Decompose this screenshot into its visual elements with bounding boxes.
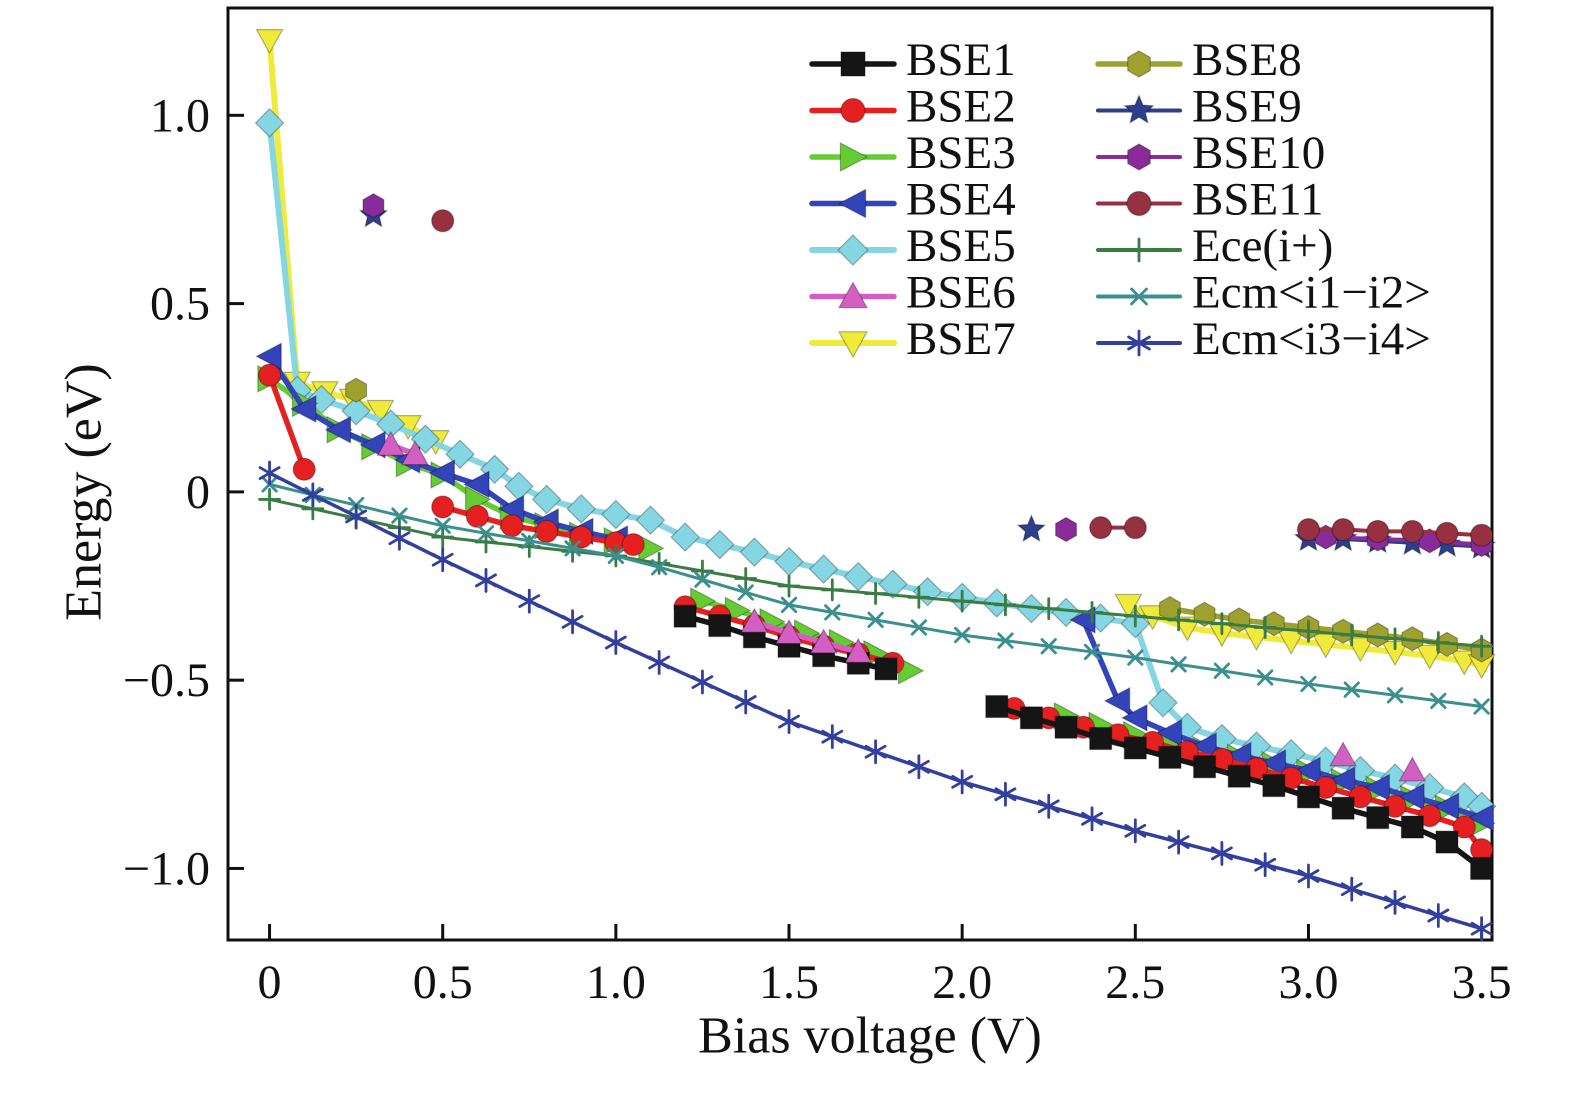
legend-item-BSE3: BSE3	[809, 127, 1016, 179]
legend-label: BSE9	[1192, 80, 1302, 132]
axes: 0 0.5 1.0 1.5 2.0 2.5 3.0 3.5 −1.0 −0.5 0 0.5 1.0	[123, 6, 1512, 1009]
series-Ece(i+)	[258, 488, 1494, 658]
legend-label: BSE8	[1192, 34, 1302, 86]
y-tick-label: 1.0	[150, 89, 210, 142]
legend: BSE1BSE2BSE3BSE4BSE5BSE6BSE7BSE8BSE9BSE1…	[809, 34, 1431, 365]
series-layer	[254, 29, 1497, 942]
series-BSE11	[431, 209, 1494, 547]
x-tick-label: 0.5	[413, 956, 473, 1009]
legend-item-BSE10: BSE10	[1096, 127, 1325, 179]
y-axis-title: Energy (eV)	[55, 363, 113, 621]
legend-item-Ecm<i1−i2>: Ecm<i1−i2>	[1096, 266, 1431, 318]
legend-label: BSE5	[906, 220, 1016, 272]
legend-item-BSE11: BSE11	[1096, 173, 1323, 225]
y-tick-label: 0	[186, 466, 210, 519]
legend-item-BSE2: BSE2	[809, 80, 1016, 132]
x-tick-label: 2.5	[1105, 956, 1165, 1009]
legend-label: BSE1	[906, 34, 1016, 86]
x-tick-label: 3.0	[1278, 956, 1338, 1009]
series-Ecm<i3−i4>	[258, 460, 1493, 942]
y-tick-label: −0.5	[123, 654, 210, 707]
series-BSE6	[376, 430, 1427, 782]
legend-label: Ecm<i3−i4>	[1192, 313, 1431, 365]
legend-label: BSE4	[906, 173, 1016, 225]
legend-item-BSE9: BSE9	[1096, 80, 1302, 132]
legend-item-BSE5: BSE5	[809, 220, 1016, 272]
y-tick-label: −1.0	[123, 842, 210, 895]
legend-item-Ece(i+): Ece(i+)	[1096, 220, 1333, 272]
legend-item-BSE4: BSE4	[809, 173, 1016, 225]
x-tick-label: 2.0	[932, 956, 992, 1009]
x-tick-label: 1.5	[759, 956, 819, 1009]
legend-item-BSE6: BSE6	[809, 266, 1016, 318]
legend-item-BSE8: BSE8	[1095, 34, 1302, 86]
legend-item-Ecm<i3−i4>: Ecm<i3−i4>	[1096, 313, 1431, 365]
legend-label: Ece(i+)	[1192, 220, 1333, 272]
x-tick-label: 1.0	[586, 956, 646, 1009]
legend-item-BSE7: BSE7	[809, 313, 1016, 365]
legend-label: BSE7	[906, 313, 1016, 365]
y-tick-label: 0.5	[150, 278, 210, 331]
legend-label: Ecm<i1−i2>	[1192, 266, 1431, 318]
x-tick-label: 0	[258, 956, 282, 1009]
x-axis-title: Bias voltage (V)	[698, 1007, 1042, 1065]
legend-label: BSE6	[906, 266, 1016, 318]
x-tick-label: 3.5	[1452, 956, 1512, 1009]
legend-label: BSE2	[906, 80, 1016, 132]
legend-label: BSE3	[906, 127, 1016, 179]
legend-item-BSE1: BSE1	[809, 34, 1016, 86]
legend-label: BSE11	[1192, 173, 1323, 225]
legend-label: BSE10	[1192, 127, 1325, 179]
series-BSE1	[673, 604, 1494, 881]
